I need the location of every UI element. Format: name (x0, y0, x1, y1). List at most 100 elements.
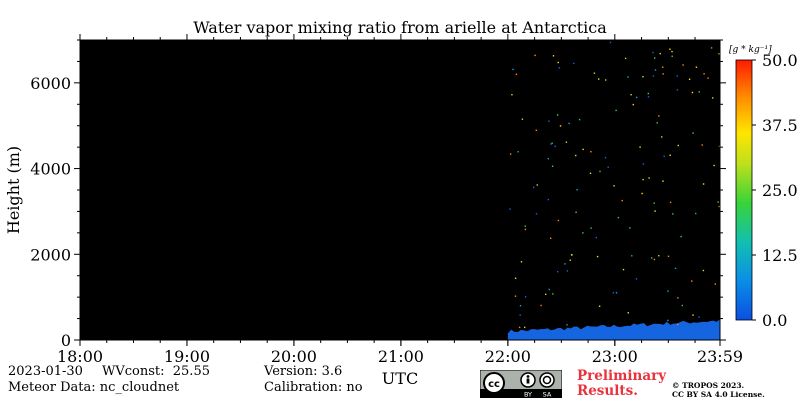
data-speckle (514, 277, 517, 279)
data-speckle (512, 68, 514, 71)
data-speckle (589, 172, 592, 174)
colorbar-tick-label: 0.0 (762, 311, 787, 330)
x-tick-label: 19:00 (164, 347, 210, 366)
data-speckle (534, 54, 536, 57)
data-speckle (712, 97, 714, 99)
data-speckle (605, 79, 607, 81)
data-speckle (662, 180, 664, 182)
data-speckle (676, 75, 678, 77)
data-speckle (671, 50, 673, 53)
preliminary-line-2: Results. (577, 383, 638, 399)
data-speckle (671, 55, 673, 57)
data-speckle (514, 295, 517, 297)
data-speckle (698, 316, 700, 318)
data-speckle (535, 213, 538, 215)
data-speckle (613, 185, 615, 187)
footer-meteor: Meteor Data: nc_cloudnet (8, 380, 180, 395)
x-axis: 18:00 19:00 20:00 21:00 22:00 23:00 23:59 (57, 34, 743, 366)
data-speckle (647, 96, 650, 98)
data-speckle (654, 57, 656, 59)
data-speckle (629, 227, 631, 229)
colorbar-tick-label: 25.0 (762, 181, 798, 200)
data-speckle (545, 293, 547, 295)
data-speckle (524, 228, 527, 231)
data-speckle (692, 314, 694, 316)
data-speckle (554, 145, 556, 147)
colorbar-tick-label: 50.0 (762, 51, 798, 70)
data-speckle (713, 164, 715, 167)
y-tick-label: 2000 (30, 245, 71, 264)
data-speckle (559, 125, 562, 127)
data-speckle (547, 198, 549, 201)
data-speckle (651, 257, 653, 259)
data-speckle (576, 189, 578, 191)
data-speckle (662, 73, 664, 75)
data-speckle (519, 305, 522, 307)
data-speckle (558, 67, 561, 69)
data-speckle (548, 120, 550, 122)
x-tick-label: 23:00 (592, 347, 638, 366)
data-speckle (564, 263, 566, 265)
data-speckle (551, 165, 554, 167)
data-speckle (550, 237, 552, 239)
data-speckle (718, 205, 721, 208)
data-speckle (631, 255, 633, 257)
data-speckle (682, 64, 684, 66)
data-speckle (658, 115, 660, 117)
data-speckle (652, 75, 655, 77)
data-speckle (642, 76, 644, 78)
data-speckle (717, 201, 719, 203)
colorbar (735, 59, 753, 321)
y-axis-label: Height (m) (4, 146, 23, 234)
x-tick-label: 18:00 (57, 347, 103, 366)
data-speckle (598, 78, 600, 80)
data-speckle (667, 255, 670, 257)
footer-calibration: Calibration: no (264, 380, 363, 395)
y-axis: 0 2000 4000 6000 (30, 39, 726, 350)
data-speckle (568, 122, 570, 125)
data-speckle (565, 141, 568, 143)
data-speckle (612, 292, 615, 294)
footer-wvconst: WVconst: 25.55 (102, 364, 210, 379)
data-speckle (590, 227, 592, 229)
data-speckle (672, 213, 674, 215)
data-speckle (691, 280, 693, 282)
data-speckle (656, 122, 658, 124)
data-speckle (653, 258, 656, 261)
data-speckle (698, 91, 700, 93)
data-speckle (575, 211, 577, 213)
data-speckle (609, 41, 612, 44)
data-speckle (596, 255, 599, 258)
data-speckle (714, 283, 716, 285)
data-speckle (677, 297, 679, 299)
data-speckle (518, 326, 521, 329)
data-speckle (570, 254, 573, 256)
data-speckle (556, 114, 559, 116)
data-speckle (509, 208, 511, 210)
colorbar-unit: [g * kg⁻¹] (729, 45, 772, 55)
data-speckle (669, 48, 671, 50)
data-speckle (677, 144, 679, 147)
data-speckle (691, 91, 694, 94)
data-speckle (569, 259, 571, 261)
data-speckle (566, 324, 568, 326)
data-speckle (524, 326, 526, 329)
x-tick-label: 20:00 (271, 347, 317, 366)
data-speckle (566, 270, 568, 272)
data-speckle (639, 146, 641, 148)
y-tick-label: 6000 (30, 74, 71, 93)
data-speckle (703, 73, 705, 75)
data-speckle (718, 53, 720, 55)
data-speckle (622, 268, 625, 271)
data-speckle (548, 288, 550, 291)
data-speckle (519, 314, 521, 316)
data-speckle (652, 51, 654, 54)
preliminary-line-1: Preliminary (577, 368, 667, 384)
surface-layer (507, 319, 720, 340)
data-speckle (702, 183, 705, 185)
license-line-2: CC BY SA 4.0 License. (672, 390, 765, 399)
data-speckle (701, 144, 703, 146)
data-speckle (632, 103, 634, 106)
data-speckle (540, 304, 542, 307)
cc-icon: cc (488, 379, 500, 390)
